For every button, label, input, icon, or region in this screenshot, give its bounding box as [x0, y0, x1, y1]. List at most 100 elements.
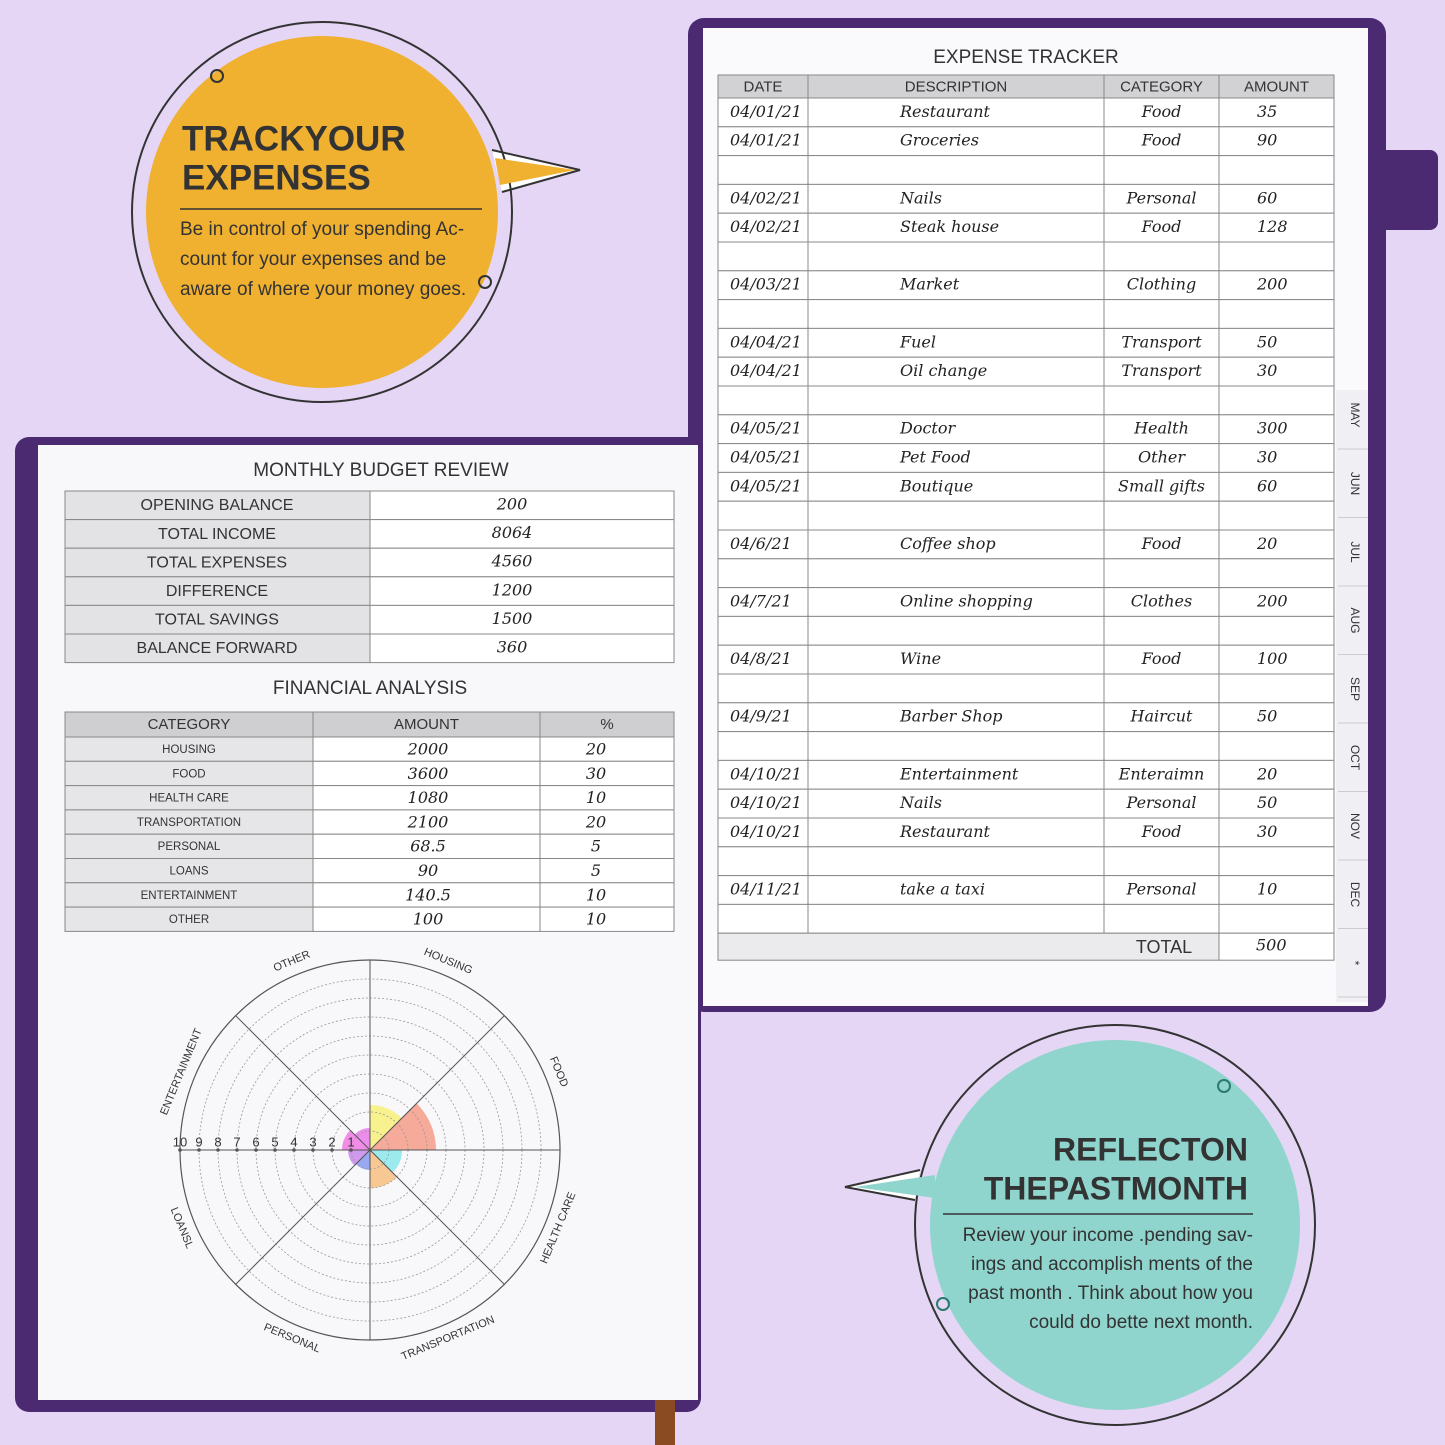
- total-label: TOTAL: [1136, 937, 1192, 957]
- table-cell: [1218, 558, 1335, 589]
- percent-value: 20: [585, 740, 606, 759]
- table-cell: [717, 615, 809, 646]
- scale-label: 10: [173, 1134, 187, 1149]
- table-cell: [1103, 788, 1220, 819]
- scale-label: 6: [252, 1134, 259, 1149]
- table-cell: [807, 788, 1105, 819]
- month-tab: AUG: [1348, 607, 1362, 633]
- cell-description: Restaurant: [899, 102, 990, 121]
- table-cell: [1103, 241, 1220, 272]
- cell-date: 04/10/21: [730, 822, 802, 841]
- value-cell: [312, 858, 541, 884]
- category-label: OTHER: [169, 914, 209, 926]
- dot: [1217, 1079, 1231, 1093]
- total-value: 500: [1256, 936, 1287, 955]
- month-tab-strip: [1336, 390, 1368, 1002]
- wheel-wedge: [370, 1105, 402, 1150]
- cell-description: Coffee shop: [900, 534, 996, 553]
- table-cell: [1103, 270, 1220, 301]
- scale-dot: [254, 1148, 258, 1152]
- table-cell: [807, 241, 1105, 272]
- value-cell: [539, 906, 675, 932]
- cell-category: Food: [1141, 534, 1182, 553]
- table-cell: [1103, 903, 1220, 934]
- table-cell: [717, 126, 809, 157]
- cell-description: Oil change: [900, 361, 987, 380]
- cell-description: Entertainment: [899, 764, 1019, 783]
- scale-label: 8: [214, 1134, 221, 1149]
- table-cell: [807, 327, 1105, 358]
- table-cell: [1218, 644, 1335, 675]
- cell-date: 04/6/21: [730, 534, 792, 553]
- table-cell: [807, 385, 1105, 416]
- total-cell: [1218, 932, 1335, 961]
- table-cell: [1103, 759, 1220, 790]
- wheel-wedge: [370, 1103, 436, 1150]
- table-cell: [807, 558, 1105, 589]
- cell-description: Nails: [899, 188, 942, 207]
- value-cell: [539, 858, 675, 884]
- month-tab: DEC: [1348, 882, 1362, 908]
- table-cell: [717, 183, 809, 214]
- table-cell: [807, 126, 1105, 157]
- table-cell: [1103, 673, 1220, 704]
- category-label: FOOD: [172, 768, 205, 780]
- scale-dot: [292, 1148, 296, 1152]
- callout-title: EXPENSES: [182, 158, 371, 197]
- table-cell: [717, 414, 809, 445]
- table-cell: [1218, 903, 1335, 934]
- month-tab: *: [1348, 961, 1362, 966]
- table-cell: [1218, 155, 1335, 185]
- scale-label: 1: [347, 1134, 354, 1149]
- month-tab: JUL: [1348, 541, 1362, 563]
- category-label: TRANSPORTATION: [137, 817, 241, 829]
- table-cell: [1103, 443, 1220, 473]
- callout-body: aware of where your money goes.: [180, 279, 466, 300]
- table-cell: [1103, 97, 1220, 128]
- category-label: HOUSING: [162, 744, 216, 756]
- scale-dot: [273, 1148, 277, 1152]
- amount-value: 2100: [407, 812, 449, 831]
- table-cell: [1218, 385, 1335, 416]
- cell-amount: 60: [1257, 188, 1277, 207]
- total-cell: [717, 932, 1220, 961]
- column-header: CATEGORY: [148, 716, 231, 733]
- cell-date: 04/10/21: [730, 793, 802, 812]
- cell-date: 04/05/21: [730, 448, 802, 467]
- month-tab: MAY: [1348, 402, 1362, 427]
- table-cell: [807, 299, 1105, 329]
- wheel-spoke: [235, 1015, 505, 1285]
- amount-value: 90: [418, 861, 438, 880]
- wheel-wedge: [355, 1150, 370, 1170]
- table-cell: [1218, 817, 1335, 848]
- cell-date: 04/8/21: [730, 649, 792, 668]
- value-cell: [539, 833, 675, 860]
- table-cell: [717, 500, 809, 531]
- scale-dot: [216, 1148, 220, 1152]
- value-cell: [312, 785, 541, 811]
- budget-value: 200: [496, 495, 528, 514]
- month-tab: NOV: [1348, 813, 1362, 839]
- scale-dot: [235, 1148, 239, 1152]
- budget-value: 360: [497, 638, 528, 657]
- table-cell: [807, 846, 1105, 877]
- cell-category: Food: [1141, 217, 1182, 236]
- cell-date: 04/11/21: [730, 880, 802, 899]
- callout-outline: [131, 21, 513, 403]
- cell-amount: 60: [1257, 476, 1277, 495]
- cell-category: Food: [1141, 131, 1182, 150]
- value-cell: [312, 906, 541, 932]
- table-cell: [1218, 212, 1335, 243]
- column-header: AMOUNT: [394, 716, 459, 733]
- table-cell: [1218, 702, 1335, 733]
- callout-outline: [914, 1024, 1316, 1426]
- table-cell: [1218, 587, 1335, 617]
- budget-label: TOTAL INCOME: [158, 526, 276, 543]
- cell-amount: 50: [1257, 793, 1277, 812]
- cell-description: Market: [899, 275, 960, 294]
- value-cell: [312, 809, 541, 835]
- scale-label: 4: [290, 1134, 297, 1149]
- label-cell: [64, 633, 371, 664]
- value-cell: [539, 736, 675, 762]
- table-cell: [717, 817, 809, 848]
